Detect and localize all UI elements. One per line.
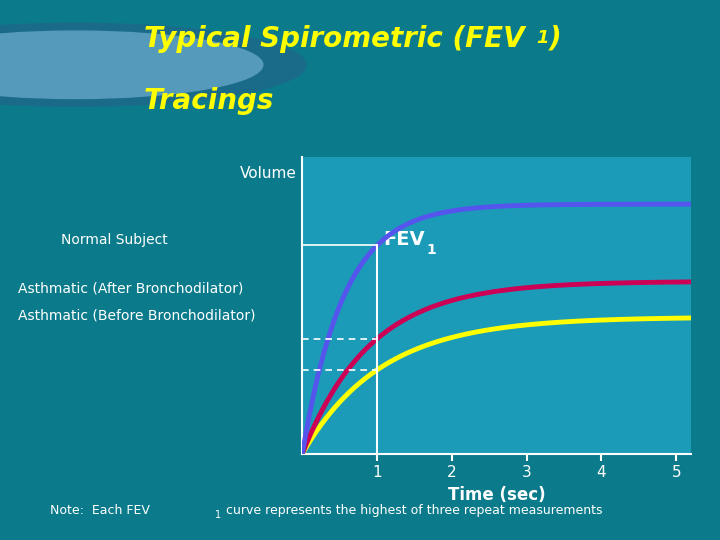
Text: Tracings: Tracings — [144, 87, 274, 115]
Text: Note:  Each FEV: Note: Each FEV — [50, 504, 150, 517]
Text: ): ) — [549, 25, 562, 53]
Text: Normal Subject: Normal Subject — [61, 233, 168, 247]
Circle shape — [0, 23, 306, 106]
Text: Volume: Volume — [240, 165, 297, 180]
Text: Typical Spirometric (FEV: Typical Spirometric (FEV — [144, 25, 525, 53]
Circle shape — [0, 31, 263, 98]
Text: 1: 1 — [215, 510, 221, 519]
Text: FEV: FEV — [383, 230, 425, 249]
Text: 1: 1 — [426, 244, 436, 258]
Text: Asthmatic (After Bronchodilator): Asthmatic (After Bronchodilator) — [18, 282, 243, 296]
Text: Asthmatic (Before Bronchodilator): Asthmatic (Before Bronchodilator) — [18, 309, 256, 323]
X-axis label: Time (sec): Time (sec) — [448, 486, 546, 504]
Text: curve represents the highest of three repeat measurements: curve represents the highest of three re… — [222, 504, 602, 517]
Text: 1: 1 — [536, 29, 549, 46]
